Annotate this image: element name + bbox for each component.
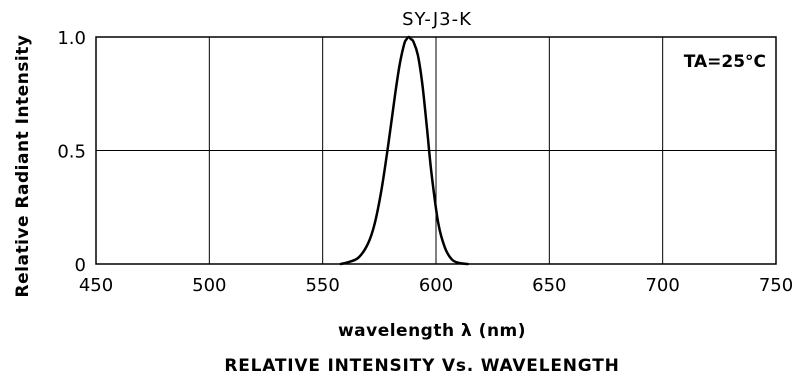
y-axis-label: Relative Radiant Intensity — [13, 35, 33, 298]
x-tick-label: 500 — [192, 275, 226, 296]
grid-lines — [96, 37, 776, 264]
x-tick-label: 450 — [79, 275, 113, 296]
y-tick-label: 0.5 — [57, 142, 86, 163]
x-tick-label: 600 — [419, 275, 453, 296]
y-tick-labels: 0 0.5 1.0 — [57, 28, 86, 276]
x-axis-label: wavelength λ (nm) — [338, 321, 526, 341]
chart-caption: RELATIVE INTENSITY Vs. WAVELENGTH — [224, 356, 619, 376]
x-tick-label: 650 — [532, 275, 566, 296]
plot-area-frame — [95, 36, 777, 265]
y-tick-label: 1.0 — [57, 28, 86, 49]
x-tick-label: 550 — [305, 275, 339, 296]
chart-title: SY-J3-K — [402, 9, 472, 30]
y-tick-label: 0 — [75, 255, 86, 276]
temperature-annotation: TA=25°C — [684, 52, 766, 72]
x-tick-label: 750 — [759, 275, 793, 296]
x-tick-labels: 450 500 550 600 650 700 750 — [79, 275, 793, 296]
series-line — [339, 35, 469, 266]
x-tick-label: 700 — [645, 275, 679, 296]
